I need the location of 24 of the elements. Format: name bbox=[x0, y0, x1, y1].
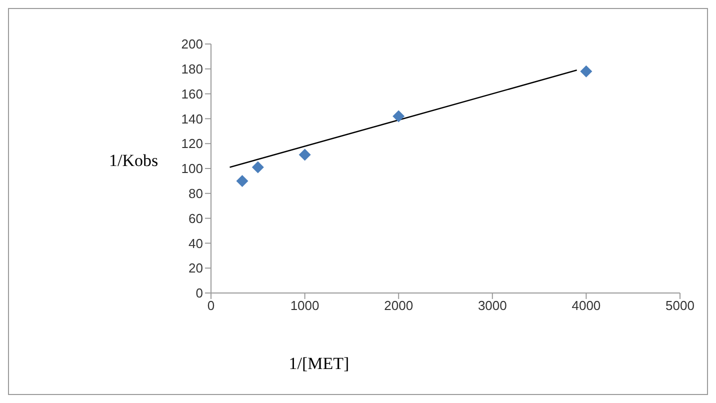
y-tick-label: 120 bbox=[181, 136, 203, 152]
y-tick-label: 180 bbox=[181, 62, 203, 77]
x-tick-label: 1000 bbox=[290, 298, 320, 314]
x-tick-label: 2000 bbox=[384, 298, 414, 314]
point bbox=[298, 148, 311, 161]
y-tick-label: 140 bbox=[181, 111, 203, 126]
point bbox=[392, 110, 405, 122]
x-tick-label: 5000 bbox=[666, 298, 694, 314]
point bbox=[236, 174, 248, 187]
y-tick-label: 160 bbox=[181, 86, 203, 102]
y-tick-label: 0 bbox=[196, 286, 203, 301]
y-tick-label: 100 bbox=[181, 161, 203, 176]
point bbox=[580, 65, 592, 78]
y-tick-label: 200 bbox=[181, 36, 203, 52]
y-tick-label: 60 bbox=[188, 210, 203, 226]
y-tick-label: 40 bbox=[188, 236, 203, 251]
x-tick-label: 4000 bbox=[572, 298, 601, 314]
x-tick-label: 3000 bbox=[478, 298, 507, 314]
x-tick-label: 0 bbox=[207, 298, 215, 314]
y-tick-label: 80 bbox=[188, 186, 203, 202]
y-axis-title: 1/Kobs bbox=[109, 151, 158, 171]
x-axis-title: 1/[MET] bbox=[288, 354, 350, 374]
y-tick-label: 20 bbox=[188, 260, 203, 276]
point bbox=[252, 161, 264, 174]
